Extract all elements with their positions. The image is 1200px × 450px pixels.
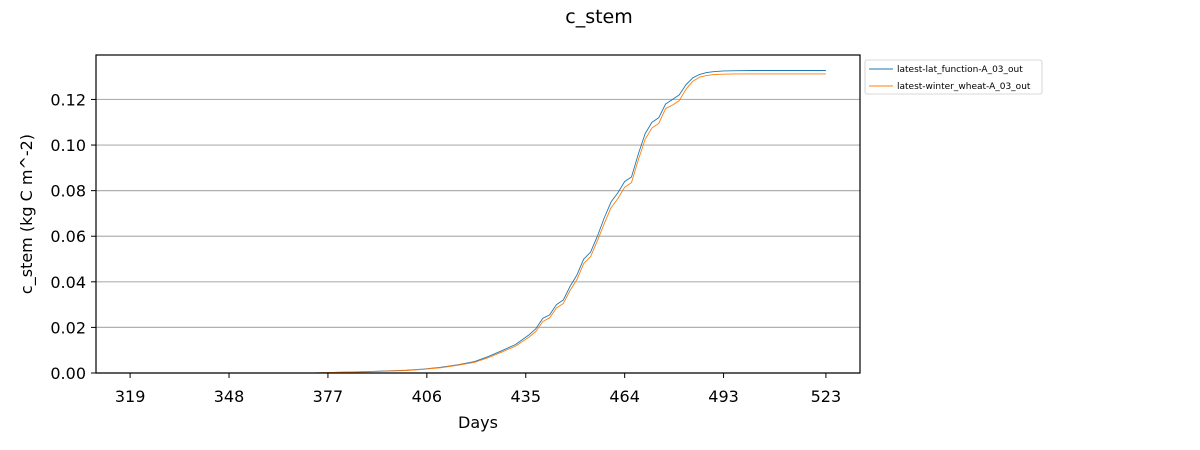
x-tick-label: 319: [115, 387, 146, 406]
x-tick-label: 523: [811, 387, 842, 406]
y-tick-label: 0.06: [50, 227, 86, 246]
y-axis: 0.00 0.02 0.04 0.06 0.08 0.10 0.12: [50, 90, 96, 383]
x-axis-label: Days: [458, 413, 498, 432]
y-tick-label: 0.12: [50, 90, 86, 109]
y-tick-label: 0.00: [50, 364, 86, 383]
x-tick-label: 435: [510, 387, 541, 406]
x-tick-label: 348: [214, 387, 245, 406]
grid: [96, 98, 860, 374]
legend-frame: [864, 59, 1043, 95]
y-tick-label: 0.04: [50, 273, 86, 292]
series-line-1: [314, 70, 826, 374]
y-axis-label: c_stem (kg C m^-2): [17, 134, 37, 294]
series-line-2: [314, 73, 826, 374]
x-tick-label: 377: [313, 387, 344, 406]
legend: latest-lat_function-A_03_out latest-winte…: [864, 59, 1043, 95]
chart-title: c_stem: [565, 6, 633, 28]
x-tick-label: 464: [609, 387, 640, 406]
y-tick-label: 0.10: [50, 136, 86, 155]
y-tick-label: 0.02: [50, 318, 86, 337]
x-axis: 319 348 377 406 435 464 493 523: [115, 373, 841, 406]
legend-label: latest-lat_function-A_03_out: [897, 65, 1023, 75]
y-tick-label: 0.08: [50, 182, 86, 201]
x-tick-label: 493: [708, 387, 739, 406]
series-layer: [314, 70, 826, 374]
plot-frame: [95, 54, 861, 374]
legend-label: latest-winter_wheat-A_03_out: [897, 82, 1031, 92]
x-tick-label: 406: [412, 387, 443, 406]
